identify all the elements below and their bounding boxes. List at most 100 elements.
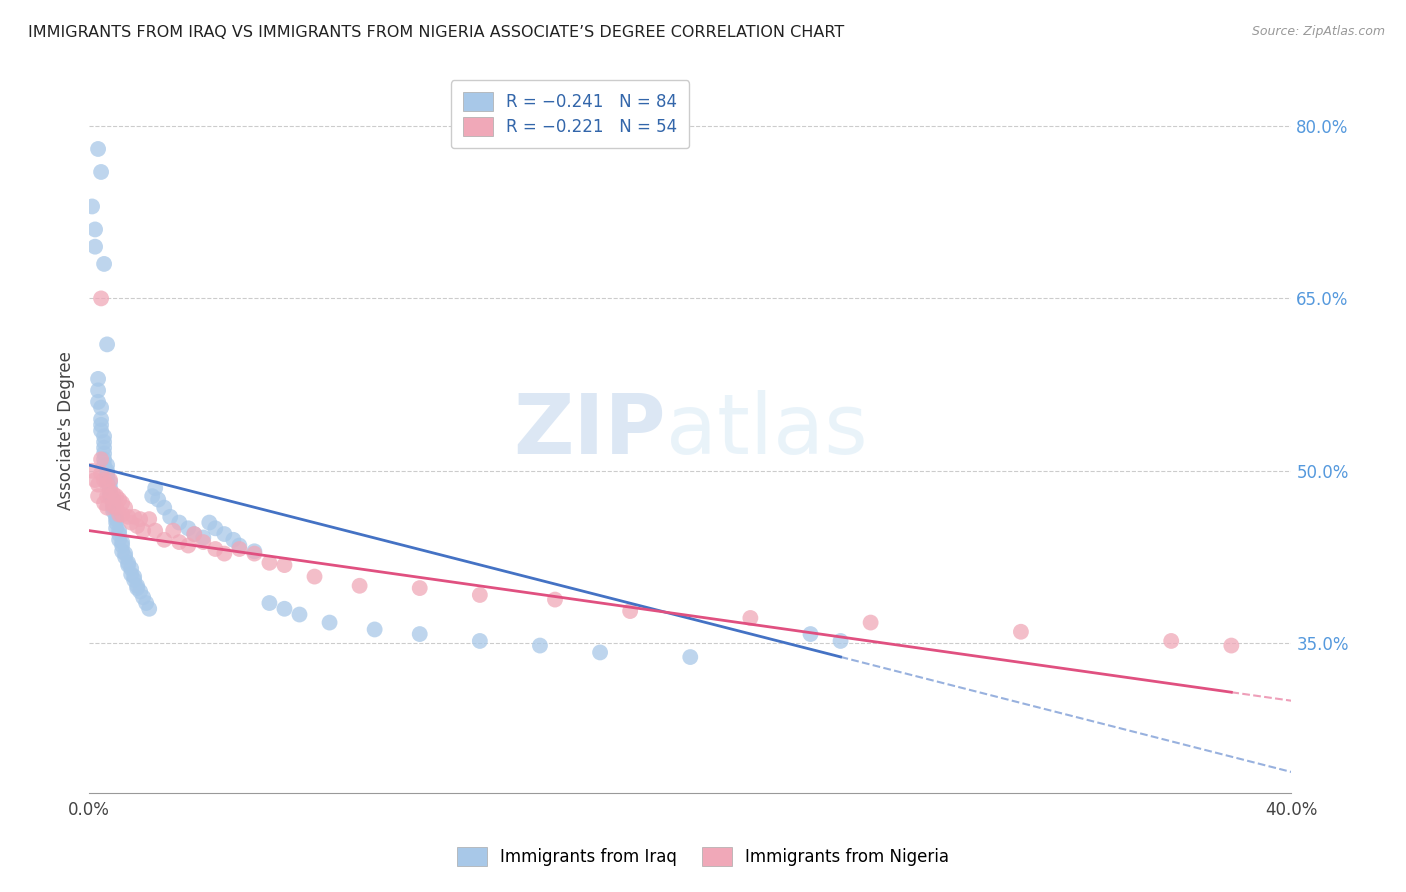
Point bbox=[117, 509, 139, 524]
Point bbox=[259, 556, 281, 570]
Point bbox=[87, 477, 110, 491]
Point bbox=[96, 458, 118, 472]
Point bbox=[132, 524, 155, 538]
Point bbox=[127, 579, 149, 593]
Point bbox=[204, 521, 226, 535]
Point bbox=[363, 623, 385, 637]
Point bbox=[108, 527, 131, 541]
Point bbox=[93, 435, 115, 450]
Point bbox=[799, 627, 821, 641]
Point bbox=[105, 512, 128, 526]
Point bbox=[153, 533, 176, 547]
Point bbox=[122, 509, 145, 524]
Point bbox=[108, 533, 131, 547]
Point bbox=[167, 516, 190, 530]
Point bbox=[93, 447, 115, 461]
Point bbox=[93, 473, 115, 487]
Point bbox=[93, 458, 115, 472]
Point bbox=[87, 395, 110, 409]
Point bbox=[90, 412, 112, 426]
Point bbox=[204, 541, 226, 556]
Point bbox=[259, 596, 281, 610]
Legend: Immigrants from Iraq, Immigrants from Nigeria: Immigrants from Iraq, Immigrants from Ni… bbox=[450, 840, 956, 873]
Point bbox=[105, 489, 128, 503]
Point bbox=[93, 452, 115, 467]
Point bbox=[167, 535, 190, 549]
Point bbox=[243, 547, 266, 561]
Point bbox=[108, 524, 131, 538]
Point bbox=[153, 500, 176, 515]
Point bbox=[108, 508, 131, 522]
Point bbox=[101, 499, 124, 513]
Point bbox=[96, 466, 118, 480]
Point bbox=[84, 240, 107, 254]
Point bbox=[96, 475, 118, 490]
Point bbox=[177, 521, 200, 535]
Point bbox=[101, 504, 124, 518]
Point bbox=[619, 604, 641, 618]
Point bbox=[84, 473, 107, 487]
Point bbox=[117, 556, 139, 570]
Point bbox=[114, 500, 136, 515]
Point bbox=[159, 509, 181, 524]
Point bbox=[273, 601, 295, 615]
Point bbox=[93, 496, 115, 510]
Point bbox=[96, 469, 118, 483]
Point bbox=[101, 500, 124, 515]
Point bbox=[96, 500, 118, 515]
Point bbox=[143, 524, 166, 538]
Point bbox=[740, 611, 762, 625]
Point bbox=[111, 539, 134, 553]
Point bbox=[228, 541, 250, 556]
Point bbox=[273, 558, 295, 573]
Legend: R = −0.241   N = 84, R = −0.221   N = 54: R = −0.241 N = 84, R = −0.221 N = 54 bbox=[451, 80, 689, 148]
Point bbox=[87, 142, 110, 156]
Point bbox=[193, 535, 215, 549]
Point bbox=[105, 509, 128, 524]
Point bbox=[468, 588, 491, 602]
Point bbox=[90, 401, 112, 415]
Point bbox=[98, 481, 121, 495]
Point bbox=[228, 539, 250, 553]
Point bbox=[141, 489, 163, 503]
Point bbox=[90, 466, 112, 480]
Point bbox=[304, 569, 326, 583]
Point bbox=[111, 535, 134, 549]
Point bbox=[127, 519, 149, 533]
Text: IMMIGRANTS FROM IRAQ VS IMMIGRANTS FROM NIGERIA ASSOCIATE’S DEGREE CORRELATION C: IMMIGRANTS FROM IRAQ VS IMMIGRANTS FROM … bbox=[28, 25, 845, 40]
Text: atlas: atlas bbox=[666, 390, 868, 471]
Point bbox=[129, 584, 152, 599]
Point bbox=[183, 527, 205, 541]
Point bbox=[111, 496, 134, 510]
Point bbox=[135, 596, 157, 610]
Point bbox=[90, 165, 112, 179]
Point bbox=[90, 424, 112, 438]
Text: ZIP: ZIP bbox=[513, 390, 666, 471]
Point bbox=[80, 464, 103, 478]
Point bbox=[90, 292, 112, 306]
Point bbox=[143, 481, 166, 495]
Point bbox=[177, 539, 200, 553]
Point bbox=[87, 384, 110, 398]
Point bbox=[214, 527, 236, 541]
Point bbox=[148, 492, 170, 507]
Point bbox=[98, 489, 121, 503]
Point bbox=[111, 508, 134, 522]
Point bbox=[105, 500, 128, 515]
Point bbox=[114, 549, 136, 564]
Point bbox=[90, 417, 112, 432]
Point bbox=[529, 639, 551, 653]
Point bbox=[214, 547, 236, 561]
Point bbox=[122, 569, 145, 583]
Point bbox=[198, 516, 221, 530]
Point bbox=[114, 547, 136, 561]
Point bbox=[101, 487, 124, 501]
Point bbox=[830, 634, 852, 648]
Point bbox=[98, 487, 121, 501]
Point bbox=[96, 337, 118, 351]
Point bbox=[96, 477, 118, 491]
Point bbox=[243, 544, 266, 558]
Point bbox=[117, 558, 139, 573]
Point bbox=[96, 489, 118, 503]
Point bbox=[120, 567, 142, 582]
